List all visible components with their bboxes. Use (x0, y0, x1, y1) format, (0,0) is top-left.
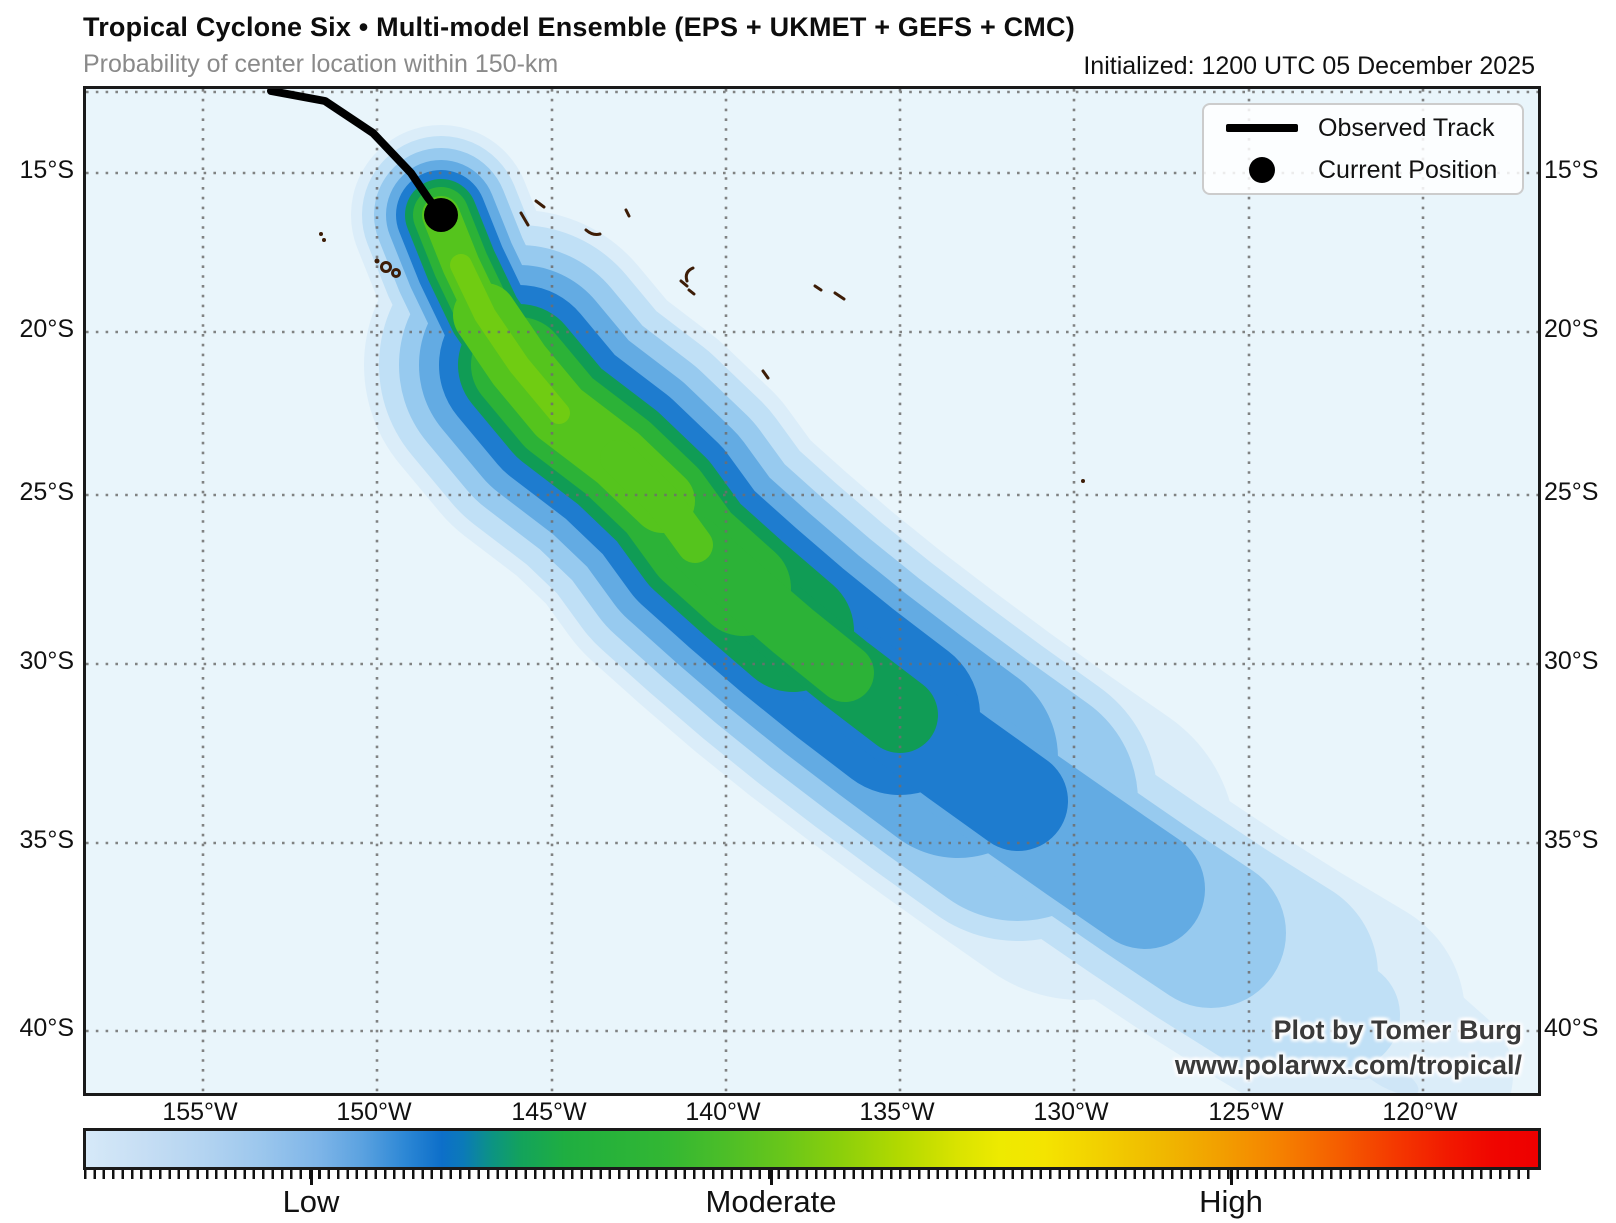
island-coastlines (319, 199, 1085, 483)
map-legend: Observed Track Current Position (1202, 103, 1524, 195)
lat-label-right-30s: 30°S (1544, 647, 1599, 675)
lon-label-120w: 120°W (1382, 1098, 1458, 1126)
probability-colorbar (83, 1128, 1541, 1170)
chart-title: Tropical Cyclone Six • Multi-model Ensem… (83, 12, 1075, 42)
probability-plume-map (86, 89, 1538, 1093)
lat-label-left-25s: 25°S (19, 478, 74, 506)
lat-label-right-40s: 40°S (1544, 1014, 1599, 1042)
watermark-url: www.polarwx.com/tropical/ (1174, 1050, 1522, 1080)
lon-label-130w: 130°W (1033, 1098, 1109, 1126)
chart-subtitle: Probability of center location within 15… (83, 50, 559, 78)
colorbar-major-tick-high (1230, 1170, 1233, 1185)
watermark: Plot by Tomer Burg www.polarwx.com/tropi… (1175, 1013, 1522, 1083)
map-plot-area: Observed Track Current Position Plot by … (83, 86, 1541, 1096)
lon-label-150w: 150°W (336, 1098, 412, 1126)
colorbar-label-moderate: Moderate (705, 1184, 837, 1219)
lat-label-right-35s: 35°S (1544, 826, 1599, 854)
lat-label-right-20s: 20°S (1544, 315, 1599, 343)
current-position-dot-icon (1249, 157, 1275, 183)
graticule-gridlines (86, 89, 1538, 1093)
lat-label-right-15s: 15°S (1544, 156, 1599, 184)
lat-label-left-30s: 30°S (19, 647, 74, 675)
lon-label-155w: 155°W (162, 1098, 238, 1126)
legend-row-current-position: Current Position (1204, 153, 1522, 187)
lon-label-125w: 125°W (1208, 1098, 1284, 1126)
lat-label-left-15s: 15°S (19, 156, 74, 184)
observed-track-line (267, 89, 445, 219)
colorbar-major-tick-low (310, 1170, 313, 1185)
lon-label-135w: 135°W (859, 1098, 935, 1126)
observed-track-line-icon (1226, 124, 1298, 132)
colorbar-label-low: Low (282, 1184, 340, 1219)
lat-label-left-40s: 40°S (19, 1014, 74, 1042)
watermark-credit: Plot by Tomer Burg (1273, 1015, 1522, 1045)
current-position-label: Current Position (1318, 155, 1498, 184)
lon-label-145w: 145°W (511, 1098, 587, 1126)
lon-label-140w: 140°W (685, 1098, 761, 1126)
lat-label-left-20s: 20°S (19, 315, 74, 343)
colorbar-label-high: High (1199, 1184, 1263, 1219)
lat-label-right-25s: 25°S (1544, 478, 1599, 506)
observed-track-label: Observed Track (1318, 113, 1495, 142)
legend-row-observed-track: Observed Track (1204, 111, 1522, 145)
plume-moderate-probability-shading (396, 170, 1068, 851)
lat-label-left-35s: 35°S (19, 826, 74, 854)
colorbar-major-tick-moderate (770, 1170, 773, 1185)
current-position-marker (424, 198, 458, 232)
colorbar-minor-ticks (84, 1170, 1536, 1179)
init-time-label: Initialized: 1200 UTC 05 December 2025 (1083, 52, 1535, 80)
